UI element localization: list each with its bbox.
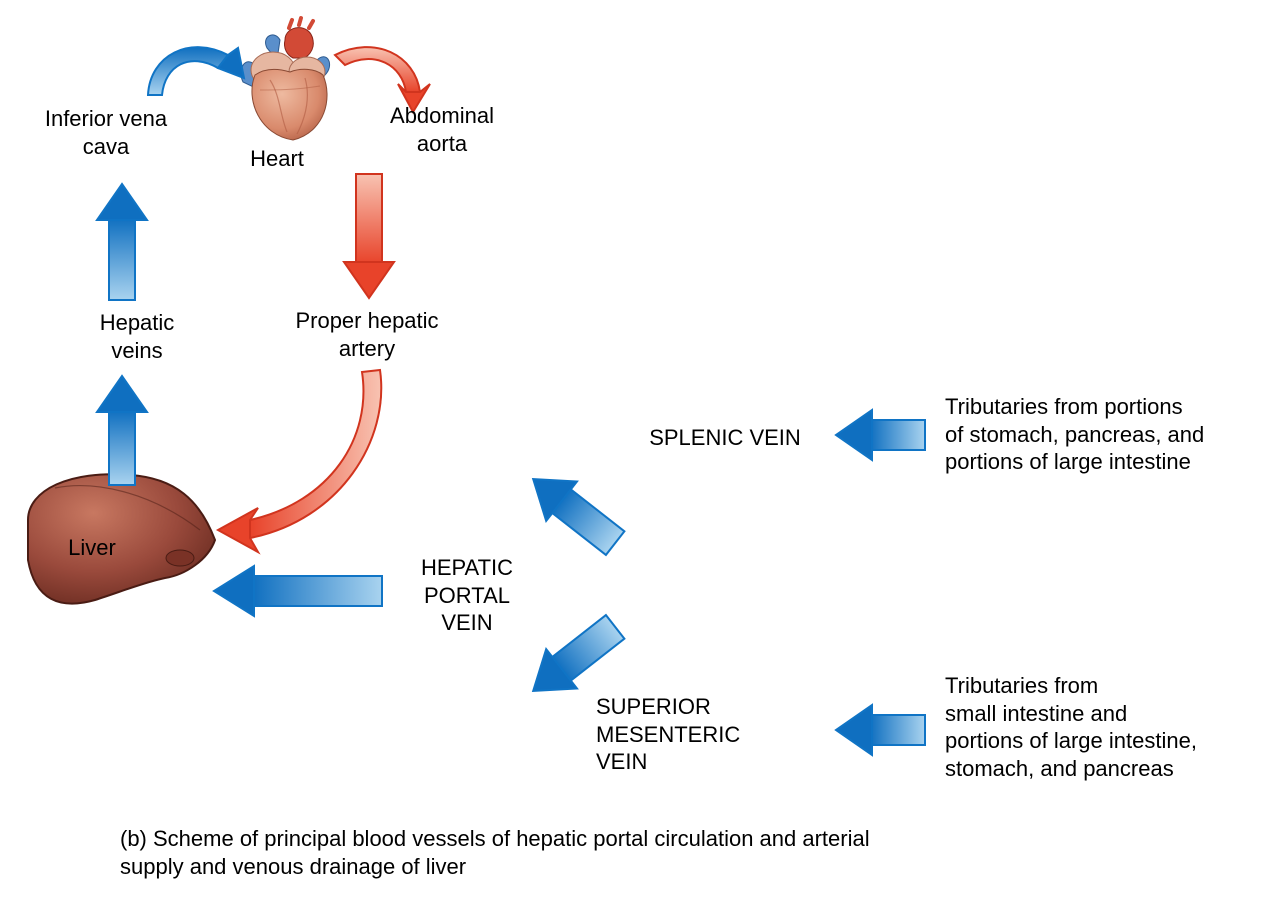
label-heart: Heart [217, 145, 337, 173]
arrow-ivc-to-heart [148, 47, 244, 95]
heart-shape [241, 18, 330, 140]
arrow-aorta-down [344, 174, 394, 298]
label-tributaries-splenic: Tributaries from portions of stomach, pa… [945, 393, 1265, 476]
arrow-hepartery-to-liver [218, 370, 381, 552]
arrow-trib-smv [836, 705, 925, 755]
label-superior-mesenteric-vein: SUPERIOR MESENTERIC VEIN [596, 693, 816, 776]
label-splenic-vein: SPLENIC VEIN [615, 424, 835, 452]
label-liver: Liver [42, 534, 142, 562]
label-hepatic-veins: Hepatic veins [62, 309, 212, 364]
arrow-hpv-to-liver [214, 566, 382, 616]
label-tributaries-smv: Tributaries from small intestine and por… [945, 672, 1265, 782]
caption: (b) Scheme of principal blood vessels of… [120, 825, 1020, 880]
arrow-hepveins-lower [97, 376, 147, 485]
arrow-splenic-to-hpv [518, 459, 631, 562]
arrow-trib-splenic [836, 410, 925, 460]
label-abdominal-aorta: Abdominal aorta [362, 102, 522, 157]
arrow-hepveins-upper [97, 184, 147, 300]
label-hepatic-portal-vein: HEPATIC PORTAL VEIN [392, 554, 542, 637]
label-ivc: Inferior vena cava [16, 105, 196, 160]
label-proper-hepatic-artery: Proper hepatic artery [252, 307, 482, 362]
